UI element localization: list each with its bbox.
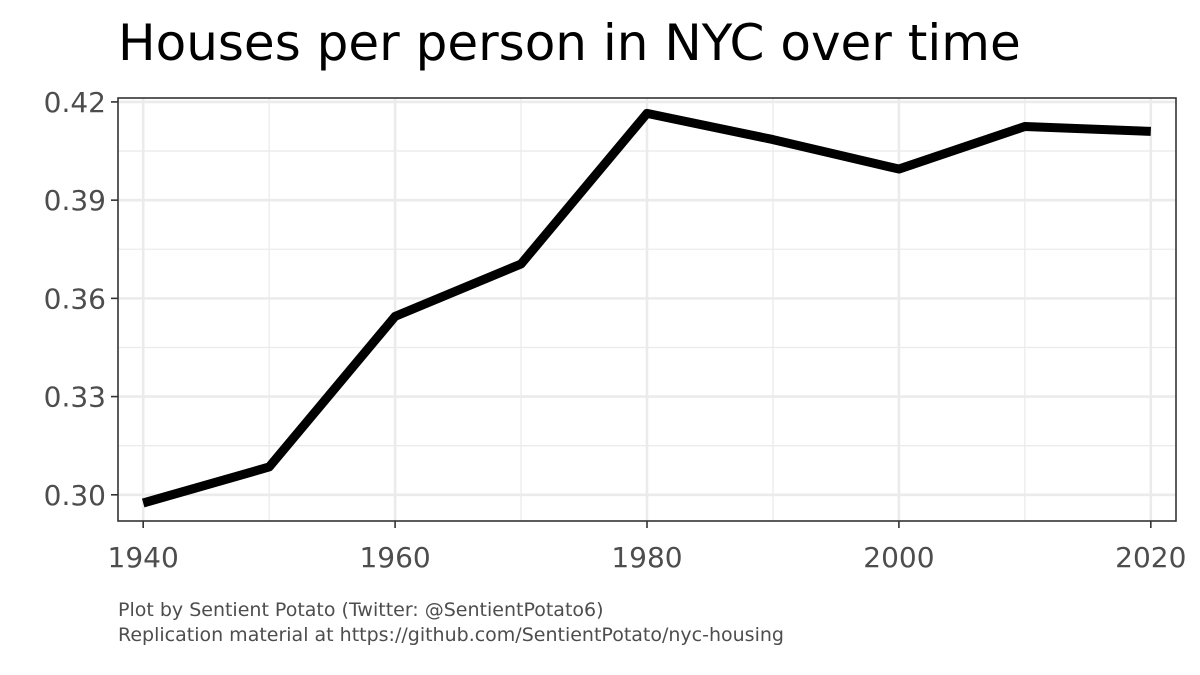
caption-line-replication: Replication material at https://github.c… — [118, 624, 784, 646]
x-tick-label-4: 2020 — [1115, 541, 1186, 574]
y-tick-label-1: 0.33 — [44, 381, 106, 414]
x-axis: 1940 1960 1980 2000 2020 — [108, 521, 1186, 574]
y-axis: 0.30 0.33 0.36 0.39 0.42 — [44, 86, 118, 512]
major-gridlines — [118, 98, 1176, 521]
series-line-0 — [141, 108, 1151, 508]
x-tick-label-2: 1980 — [611, 541, 682, 574]
y-tick-label-2: 0.36 — [44, 282, 106, 315]
caption-line-author: Plot by Sentient Potato (Twitter: @Senti… — [118, 599, 604, 621]
x-tick-label-1: 1960 — [359, 541, 430, 574]
y-tick-label-0: 0.30 — [44, 479, 106, 512]
chart-title: Houses per person in NYC over time — [118, 14, 1021, 72]
caption: Plot by Sentient Potato (Twitter: @Senti… — [118, 598, 784, 648]
x-tick-label-3: 2000 — [863, 541, 934, 574]
y-tick-label-4: 0.42 — [44, 86, 106, 119]
x-tick-label-0: 1940 — [108, 541, 179, 574]
series-layer — [141, 108, 1151, 508]
y-tick-label-3: 0.39 — [44, 184, 106, 217]
